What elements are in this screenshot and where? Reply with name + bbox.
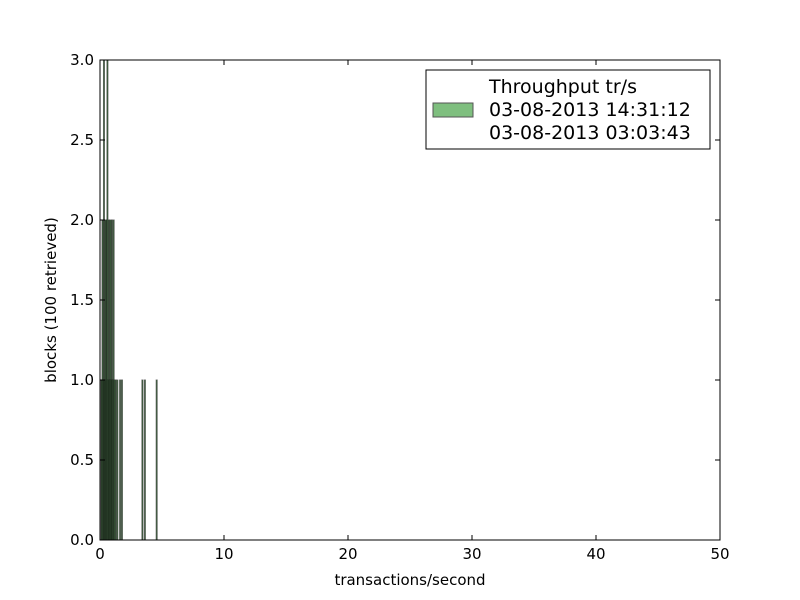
legend-entry-3: 03-08-2013 03:03:43: [489, 122, 691, 144]
histogram-bar-22: [141, 379, 144, 541]
histogram-bar-21: [120, 379, 123, 541]
y-tick-label-3: 1.5: [70, 291, 94, 309]
y-tick-label-2: 1.0: [70, 371, 94, 389]
histogram-bar-23: [143, 379, 146, 541]
y-tick-label-4: 2.0: [70, 211, 94, 229]
legend-swatch: [432, 102, 474, 118]
x-tick-label-2: 20: [338, 545, 357, 563]
histogram-bar-18: [114, 379, 117, 541]
y-tick-label-6: 3.0: [70, 51, 94, 69]
x-tick-label-5: 50: [710, 545, 729, 563]
histogram-bar-19: [116, 379, 119, 541]
histogram-bar-20: [119, 379, 122, 541]
ticks-group: 0 10 20 30 40 50 0.0 0.5 1.0 1.5 2.0 2.5 3.0: [70, 51, 729, 563]
x-tick-label-0: 0: [95, 545, 105, 563]
x-tick-label-1: 10: [214, 545, 233, 563]
y-tick-label-0: 0.0: [70, 531, 94, 549]
legend: Throughput tr/s 03-08-2013 14:31:12 03-0…: [425, 69, 711, 150]
y-tick-label-1: 0.5: [70, 451, 94, 469]
legend-entry-1: Throughput tr/s: [488, 76, 637, 98]
y-axis-label: blocks (100 retrieved): [42, 217, 60, 383]
histogram-bar-24: [155, 379, 158, 541]
x-axis-label: transactions/second: [334, 571, 485, 589]
x-tick-label-4: 40: [586, 545, 605, 563]
x-tick-label-3: 30: [462, 545, 481, 563]
legend-entry-2: 03-08-2013 14:31:12: [489, 99, 691, 121]
y-tick-label-5: 2.5: [70, 131, 94, 149]
plot-frame: [99, 59, 721, 541]
